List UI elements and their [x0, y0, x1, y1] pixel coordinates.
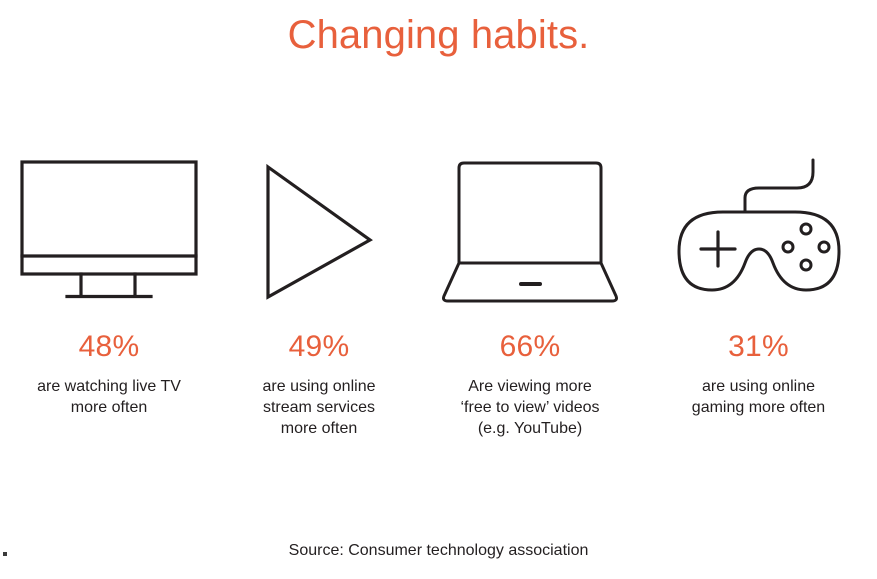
stats-row: 48% are watching live TV more often 49% … — [0, 150, 877, 439]
stat-column-live-tv: 48% are watching live TV more often — [0, 150, 218, 418]
stat-column-streaming: 49% are using online stream services mor… — [218, 150, 420, 439]
stat-caption: Are viewing more ‘free to view’ videos (… — [460, 378, 600, 437]
stat-percent: 66% — [499, 330, 561, 363]
source-attribution: Source: Consumer technology association — [288, 542, 589, 559]
play-triangle-icon — [259, 150, 379, 310]
stat-percent: 48% — [78, 330, 140, 363]
stat-column-online-gaming: 31% are using online gaming more often — [640, 150, 877, 418]
game-controller-icon — [669, 150, 849, 310]
stat-column-free-video: 66% Are viewing more ‘free to view’ vide… — [420, 150, 640, 439]
stat-caption: are using online gaming more often — [691, 378, 826, 416]
laptop-icon — [439, 150, 621, 310]
television-icon — [19, 150, 199, 310]
stat-percent: 49% — [288, 330, 350, 363]
stat-caption: are using online stream services more of… — [262, 378, 376, 437]
stray-dot-artifact — [3, 552, 7, 556]
stat-percent: 31% — [728, 330, 789, 363]
page-title: Changing habits. — [287, 13, 590, 57]
stat-caption: are watching live TV more often — [37, 378, 181, 416]
